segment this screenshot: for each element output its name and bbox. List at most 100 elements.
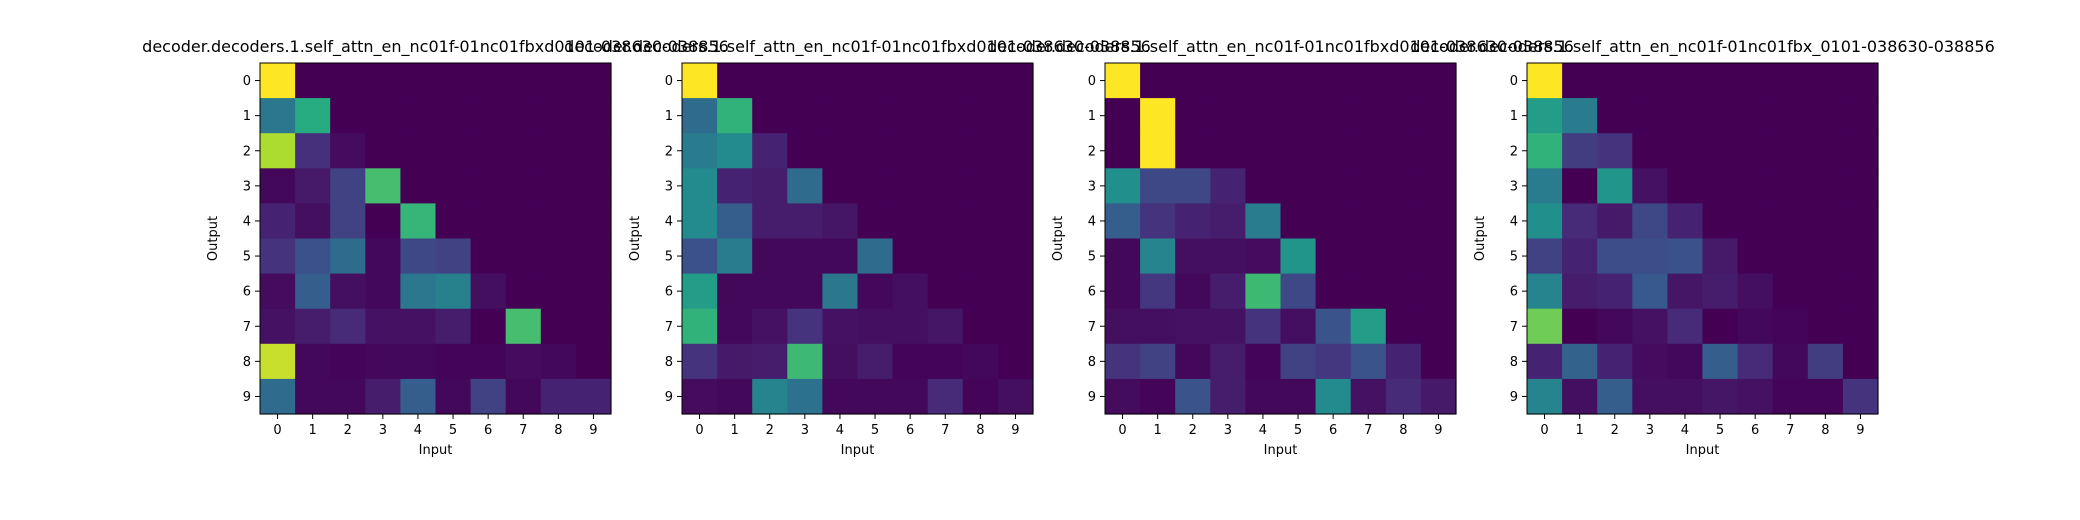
heatmap-cell-r9-c8 (1807, 378, 1844, 415)
x-tick-label-1: 1 (1576, 423, 1584, 438)
heatmap-cell-r0-c1 (295, 63, 331, 99)
heatmap-cell-r7-c1 (295, 308, 331, 345)
heatmap-cell-r1-c6 (1315, 98, 1352, 134)
heatmap-cell-r1-c7 (1350, 98, 1387, 134)
heatmap-cell-r1-c0 (260, 98, 296, 134)
heatmap-cell-r9-c1 (1140, 378, 1176, 415)
heatmap-cell-r2-c7 (1772, 133, 1809, 169)
y-tick-label-4: 4 (243, 214, 251, 229)
heatmap-cell-r9-c1 (717, 378, 753, 415)
heatmap-cell-r9-c7 (927, 378, 964, 415)
y-tick-label-7: 7 (1088, 320, 1096, 335)
heatmap-cell-r2-c8 (540, 133, 577, 169)
heatmap-cell-r6-c4 (822, 273, 859, 310)
heatmap-cell-r8-c8 (962, 343, 999, 380)
plot-frame (1104, 62, 1457, 415)
x-tick-label-2: 2 (344, 423, 352, 438)
heatmap-cell-r8-c8 (540, 343, 577, 380)
x-tick-label-0: 0 (1540, 423, 1548, 438)
heatmap-cell-r7-c3 (1632, 308, 1668, 345)
x-tick-label-8: 8 (1821, 423, 1829, 438)
y-tick-label-1: 1 (243, 109, 251, 124)
y-tick-label-7: 7 (243, 320, 251, 335)
heatmap-cell-r3-c2 (330, 168, 366, 204)
heatmap-cell-r0-c2 (752, 63, 788, 99)
heatmap-cell-r1-c8 (1385, 98, 1422, 134)
heatmap-cell-r0-c2 (330, 63, 366, 99)
heatmap-cell-r6-c7 (1772, 273, 1809, 310)
y-tick-label-6: 6 (1088, 285, 1096, 300)
heatmap-cell-r7-c8 (962, 308, 999, 345)
heatmap-cell-r9-c3 (1210, 378, 1246, 415)
heatmap-cell-r0-c0 (1527, 63, 1563, 99)
heatmap-cell-r5-c5 (1702, 238, 1739, 275)
heatmap-cell-r6-c8 (1385, 273, 1422, 310)
heatmap-cell-r9-c6 (1315, 378, 1352, 415)
heatmap-cell-r5-c2 (1597, 238, 1633, 275)
plot-frame (1526, 62, 1879, 415)
heatmap-cell-r3-c2 (1175, 168, 1211, 204)
heatmap-cell-r2-c0 (1105, 133, 1141, 169)
heatmap-cell-r9-c7 (1350, 378, 1387, 415)
heatmap-cell-r3-c7 (1772, 168, 1809, 204)
heatmap-cell-r8-c5 (857, 343, 894, 380)
heatmap-cell-r0-c4 (400, 63, 437, 99)
heatmap-cell-r8-c9 (575, 343, 612, 380)
heatmap-cell-r0-c3 (365, 63, 401, 99)
heatmap-cell-r5-c7 (1772, 238, 1809, 275)
heatmap-cell-r5-c1 (1562, 238, 1598, 275)
heatmap-cell-r9-c0 (260, 378, 296, 415)
heatmap-cell-r4-c8 (1807, 203, 1844, 240)
heatmap-cell-r5-c8 (1385, 238, 1422, 275)
y-tick-label-4: 4 (665, 214, 673, 229)
heatmap-cell-r9-c5 (435, 378, 472, 415)
heatmap-cell-r4-c5 (1702, 203, 1739, 240)
heatmap-cell-r0-c5 (435, 63, 472, 99)
heatmap-cell-r0-c8 (1385, 63, 1422, 99)
heatmap-cell-r3-c2 (752, 168, 788, 204)
heatmap-cell-r7-c4 (822, 308, 859, 345)
heatmap-cell-r0-c9 (1420, 63, 1457, 99)
x-tick-label-1: 1 (731, 423, 739, 438)
heatmap-cell-r0-c5 (1280, 63, 1317, 99)
heatmap-cell-r6-c6 (892, 273, 929, 310)
heatmap-cell-r3-c6 (470, 168, 507, 204)
heatmap-cell-r6-c7 (505, 273, 542, 310)
heatmap-cell-r3-c9 (997, 168, 1034, 204)
heatmap-cell-r9-c6 (892, 378, 929, 415)
x-tick-label-3: 3 (379, 423, 387, 438)
heatmap-cell-r0-c3 (1632, 63, 1668, 99)
heatmap-cell-r8-c9 (1842, 343, 1879, 380)
heatmap-cell-r8-c6 (1315, 343, 1352, 380)
heatmap-cell-r6-c4 (400, 273, 437, 310)
heatmap-cell-r9-c4 (822, 378, 859, 415)
heatmap-cell-r1-c4 (400, 98, 437, 134)
heatmap-cell-r2-c6 (1315, 133, 1352, 169)
heatmap-cell-r7-c3 (787, 308, 823, 345)
heatmap-cell-r9-c0 (682, 378, 718, 415)
heatmap-cell-r8-c7 (1350, 343, 1387, 380)
heatmap-cell-r6-c9 (997, 273, 1034, 310)
y-tick-label-3: 3 (665, 179, 673, 194)
y-tick-label-5: 5 (1510, 250, 1518, 265)
heatmap-cell-r7-c1 (717, 308, 753, 345)
y-tick-label-3: 3 (243, 179, 251, 194)
heatmap-cell-r3-c0 (682, 168, 718, 204)
heatmap-cell-r7-c7 (927, 308, 964, 345)
heatmap-cell-r3-c3 (787, 168, 823, 204)
x-tick-label-7: 7 (519, 423, 527, 438)
y-axis-label: Output (628, 216, 643, 261)
x-tick-label-5: 5 (1716, 423, 1724, 438)
heatmap-cell-r0-c7 (1772, 63, 1809, 99)
heatmap-cell-r6-c3 (365, 273, 401, 310)
y-tick-label-0: 0 (1088, 74, 1096, 89)
y-tick-label-2: 2 (243, 144, 251, 159)
heatmap-cell-r1-c6 (470, 98, 507, 134)
heatmap-cell-r3-c9 (1420, 168, 1457, 204)
heatmap-cell-r7-c8 (1807, 308, 1844, 345)
heatmap-cell-r5-c9 (1420, 238, 1457, 275)
x-tick-label-2: 2 (1611, 423, 1619, 438)
y-tick-label-9: 9 (665, 390, 673, 405)
y-tick-label-9: 9 (1510, 390, 1518, 405)
